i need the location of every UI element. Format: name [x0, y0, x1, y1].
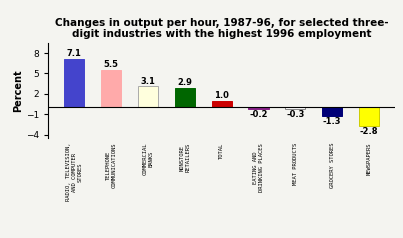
Bar — [174, 88, 195, 107]
Bar — [101, 70, 121, 107]
Text: 3.1: 3.1 — [141, 77, 156, 85]
Text: 7.1: 7.1 — [67, 49, 82, 58]
Text: -2.8: -2.8 — [360, 127, 378, 136]
Bar — [248, 107, 269, 109]
Y-axis label: Percent: Percent — [13, 69, 23, 112]
Bar — [322, 107, 342, 116]
Bar — [138, 86, 158, 107]
Bar — [285, 107, 305, 109]
Text: -1.3: -1.3 — [323, 117, 341, 126]
Bar — [64, 59, 84, 107]
Text: 1.0: 1.0 — [214, 91, 229, 100]
Text: -0.3: -0.3 — [286, 110, 305, 119]
Text: 5.5: 5.5 — [104, 60, 118, 69]
Bar — [212, 101, 232, 107]
Title: Changes in output per hour, 1987-96, for selected three-
digit industries with t: Changes in output per hour, 1987-96, for… — [55, 18, 388, 39]
Text: 2.9: 2.9 — [177, 78, 192, 87]
Bar — [359, 107, 379, 126]
Text: -0.2: -0.2 — [249, 110, 268, 119]
